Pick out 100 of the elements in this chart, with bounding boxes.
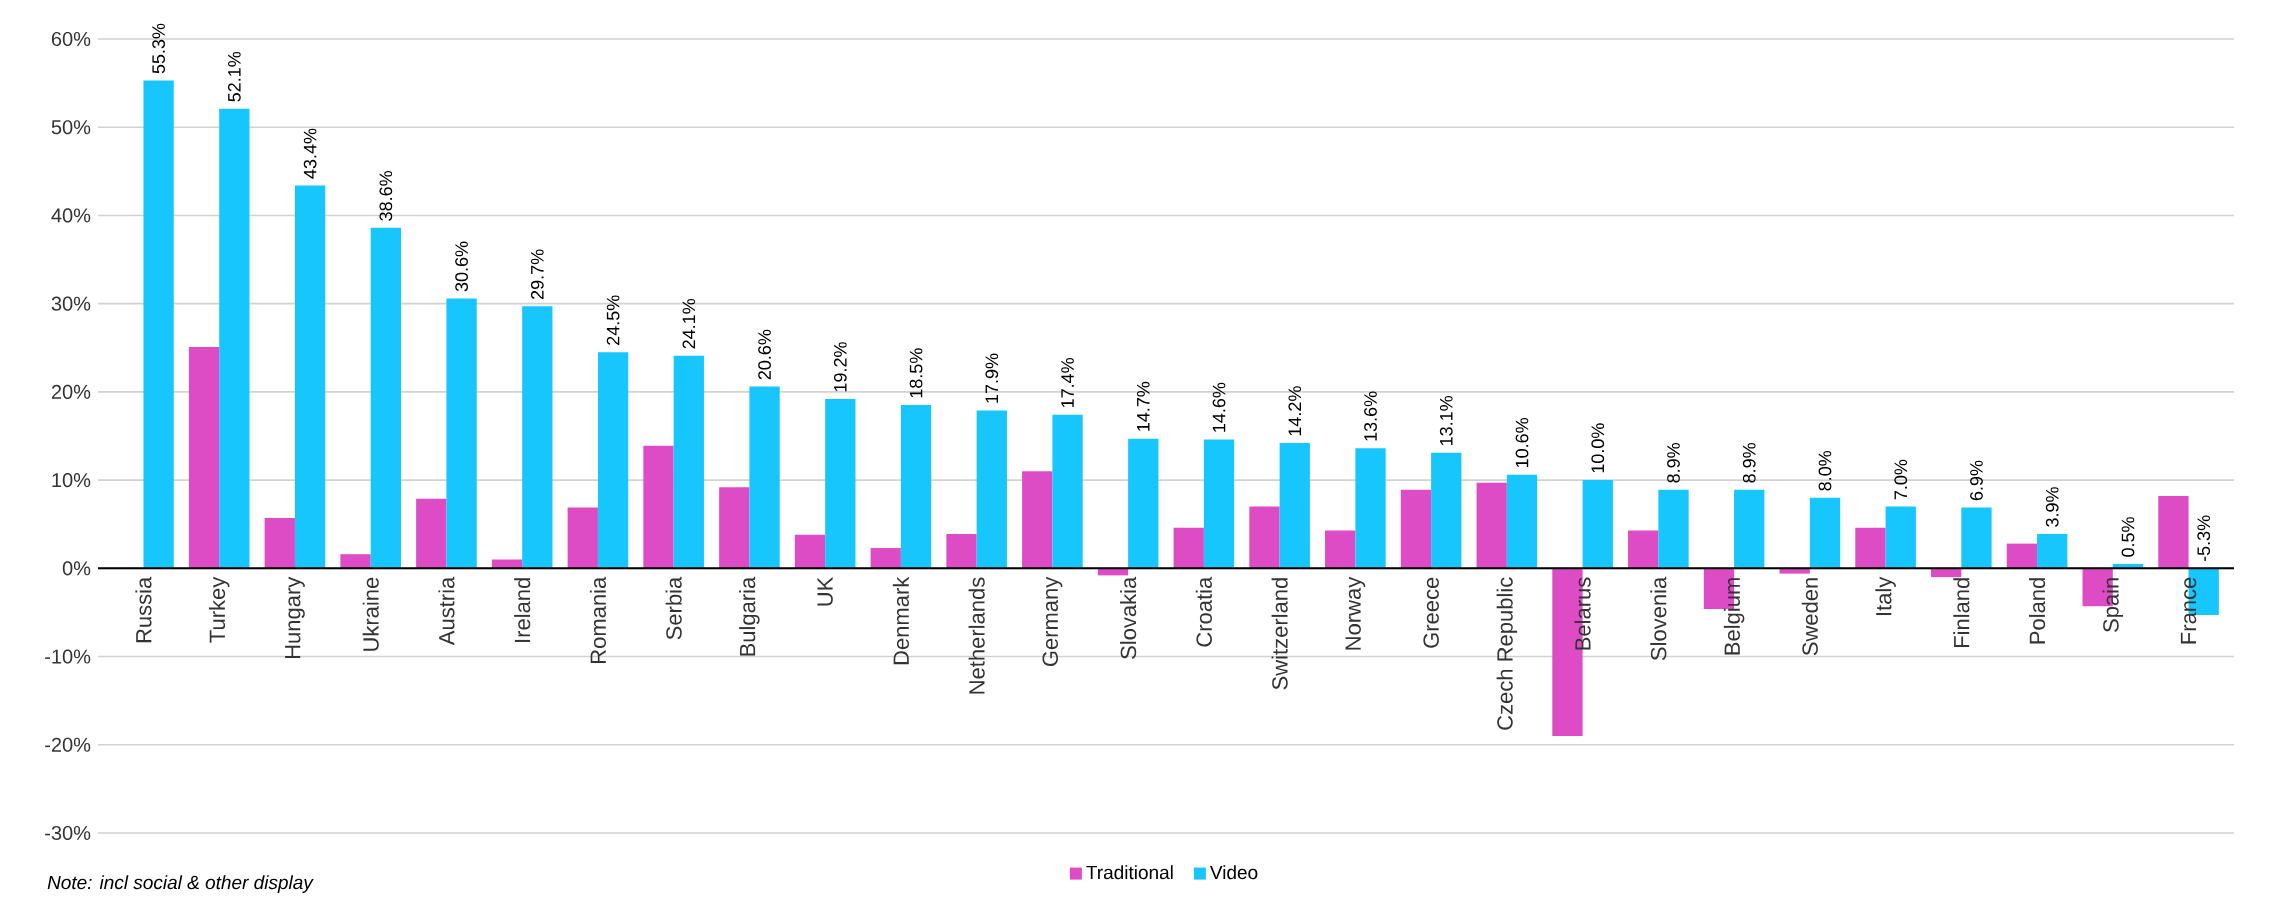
bar: [1506, 474, 1538, 569]
data-label: 24.5%: [606, 295, 620, 345]
bar: [870, 548, 901, 569]
data-label: 7.0%: [1894, 459, 1908, 500]
x-tick-label: Hungary: [285, 576, 305, 659]
data-label: 52.1%: [227, 51, 241, 102]
bar: [219, 108, 250, 569]
data-label: 38.6%: [379, 171, 393, 221]
x-tick-label: Austria: [438, 576, 455, 646]
data-label: 0.5%: [2121, 517, 2135, 557]
y-tick-label: -30%: [45, 825, 91, 841]
y-tick-label: -20%: [45, 737, 91, 752]
data-label: 20.6%: [758, 329, 771, 380]
y-tick-label: 30%: [51, 296, 91, 311]
x-tick-label: Greece: [1423, 577, 1439, 648]
x-tick-label: Norway: [1345, 576, 1366, 650]
data-label: 13.6%: [1364, 391, 1377, 441]
data-label: -5.3%: [2197, 515, 2211, 562]
y-tick-label: 10%: [52, 473, 91, 488]
y-tick-label: 40%: [51, 208, 91, 223]
text: Note: incl social & other display: [47, 875, 314, 893]
bar: [1809, 497, 1841, 569]
bar: [946, 533, 977, 569]
bar: [370, 227, 401, 569]
y-tick-label: 60%: [51, 31, 91, 47]
data-label: 10.6%: [1515, 418, 1529, 468]
bar: [340, 554, 371, 569]
data-label: 14.2%: [1288, 386, 1302, 436]
x-tick-label: Italy: [1875, 576, 1896, 616]
bar: [264, 518, 295, 569]
bar: [446, 298, 477, 569]
data-label: 30.6%: [455, 241, 468, 292]
bar: [522, 306, 553, 569]
bar: [1734, 489, 1765, 569]
y-tick-label: -10%: [45, 649, 91, 664]
bar: [1931, 568, 1962, 578]
data-label: 8.0%: [1818, 450, 1832, 491]
bar: [416, 498, 447, 569]
data-label: 10.0%: [1591, 423, 1605, 473]
x-tick-label: Romania: [589, 576, 607, 663]
bar: [567, 507, 598, 569]
bar: [1279, 443, 1310, 569]
x-tick-label: Poland: [2029, 578, 2046, 644]
bar: [794, 534, 826, 569]
x-tick-label: Ireland: [514, 578, 531, 642]
data-label: 43.4%: [303, 128, 317, 179]
bar: [1476, 482, 1507, 569]
bar: [2037, 533, 2068, 569]
x-tick-label: Turkey: [208, 576, 230, 643]
bar: [1658, 489, 1689, 569]
bar: [1779, 568, 1810, 574]
bar: [1128, 438, 1159, 569]
bar: [900, 405, 932, 569]
bar: [597, 352, 629, 569]
bar: [188, 346, 220, 569]
bar: [749, 386, 780, 569]
data-label: 13.1%: [1439, 395, 1453, 445]
bar: [1431, 452, 1462, 569]
bar: [1855, 527, 1886, 569]
data-label: 17.4%: [1061, 358, 1074, 408]
data-label: 17.9%: [985, 353, 999, 403]
legend-label: Video: [1209, 865, 1258, 880]
x-tick-label: Germany: [1042, 576, 1063, 667]
bar: [1052, 414, 1083, 569]
x-tick-label: Slovakia: [1120, 576, 1137, 659]
bar: [1628, 530, 1659, 569]
bar: [1961, 507, 1992, 569]
bar: [2158, 495, 2189, 569]
x-tick-label: UK: [817, 576, 833, 606]
data-label: 19.2%: [833, 342, 847, 392]
bar: [1355, 448, 1386, 569]
data-label: 14.7%: [1136, 381, 1150, 431]
bar: [1582, 480, 1613, 569]
x-tick-label: France: [2180, 577, 2197, 644]
data-label: 14.6%: [1212, 382, 1226, 432]
bar: [1400, 489, 1432, 569]
bar: [825, 398, 856, 569]
x-tick-label: Sweden: [1801, 578, 1818, 656]
data-label: 29.7%: [530, 249, 544, 299]
bar: [976, 410, 1007, 569]
bar: [294, 185, 326, 569]
data-label: 18.5%: [909, 348, 923, 398]
bar: [673, 355, 704, 569]
bar: [1022, 471, 1053, 569]
bar: [1173, 527, 1204, 569]
data-label: 8.9%: [1742, 443, 1756, 483]
data-label: 55.3%: [152, 23, 165, 74]
bar: [1885, 506, 1916, 569]
bar: [1249, 506, 1280, 569]
y-tick-label: 20%: [51, 384, 91, 399]
bar: [1203, 439, 1235, 569]
bar: [643, 445, 674, 569]
x-tick-label: Russia: [135, 576, 152, 643]
x-tick-label: Croatia: [1195, 576, 1212, 647]
bar: [2006, 543, 2038, 569]
x-tick-label: Belgium: [1723, 578, 1745, 655]
x-tick-label: Serbia: [665, 576, 682, 640]
x-tick-label: Netherlands: [968, 577, 985, 694]
x-tick-label: Switzerland: [1271, 578, 1288, 690]
x-tick-label: Bulgaria: [739, 576, 760, 656]
